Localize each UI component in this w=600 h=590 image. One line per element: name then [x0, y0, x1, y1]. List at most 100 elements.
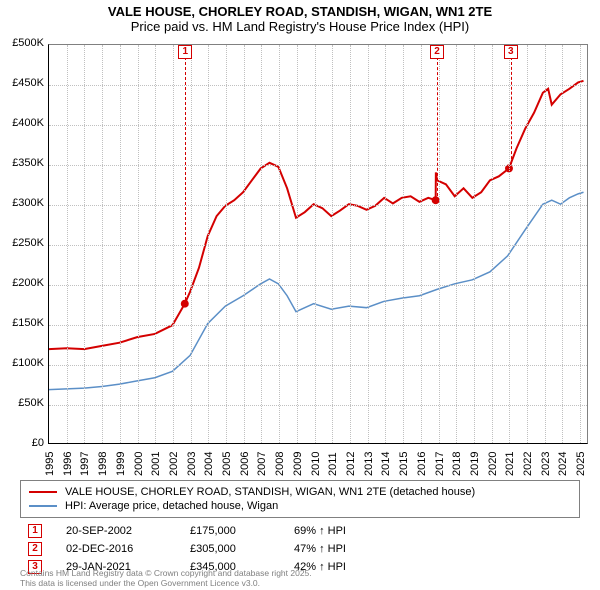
gridline-v [421, 45, 422, 443]
sale-marker-vline [185, 57, 186, 305]
x-tick-label: 2017 [434, 452, 446, 476]
y-tick-label: £450K [0, 77, 44, 89]
y-tick-label: £300K [0, 197, 44, 209]
x-tick-label: 2007 [256, 452, 268, 476]
x-tick-label: 2003 [186, 452, 198, 476]
footer-line1: Contains HM Land Registry data © Crown c… [20, 568, 312, 578]
gridline-h [49, 125, 587, 126]
event-marker: 1 [28, 524, 42, 538]
footer-attribution: Contains HM Land Registry data © Crown c… [20, 568, 312, 588]
gridline-v [102, 45, 103, 443]
footer-line2: This data is licensed under the Open Gov… [20, 578, 312, 588]
event-row: 202-DEC-2016£305,00047% ↑ HPI [28, 540, 572, 558]
title-line1: VALE HOUSE, CHORLEY ROAD, STANDISH, WIGA… [10, 4, 590, 19]
x-tick-label: 2002 [168, 452, 180, 476]
gridline-v [297, 45, 298, 443]
y-tick-label: £400K [0, 117, 44, 129]
gridline-v [191, 45, 192, 443]
gridline-h [49, 365, 587, 366]
y-tick-label: £50K [0, 397, 44, 409]
x-tick-label: 1998 [97, 452, 109, 476]
title-block: VALE HOUSE, CHORLEY ROAD, STANDISH, WIGA… [0, 0, 600, 36]
y-tick-label: £350K [0, 157, 44, 169]
gridline-h [49, 285, 587, 286]
gridline-v [350, 45, 351, 443]
x-tick-label: 2019 [469, 452, 481, 476]
gridline-h [49, 205, 587, 206]
gridline-h [49, 245, 587, 246]
chart-area: 1 2 3 [48, 44, 588, 444]
event-row: 1 20-SEP-2002 £175,000 69% ↑ HPI [28, 522, 572, 540]
gridline-v [315, 45, 316, 443]
x-tick-label: 2016 [416, 452, 428, 476]
plot-svg [49, 45, 587, 443]
x-tick-label: 2020 [487, 452, 499, 476]
gridline-v [456, 45, 457, 443]
y-tick-label: £150K [0, 317, 44, 329]
x-tick-label: 2001 [150, 452, 162, 476]
sale-marker-box: 2 [430, 45, 444, 59]
x-tick-label: 2012 [345, 452, 357, 476]
gridline-v [279, 45, 280, 443]
x-tick-label: 2024 [557, 452, 569, 476]
gridline-v [403, 45, 404, 443]
y-tick-label: £500K [0, 37, 44, 49]
event-date: 20-SEP-2002 [66, 525, 166, 537]
sale-marker-box: 1 [178, 45, 192, 59]
x-tick-label: 2022 [522, 452, 534, 476]
sale-marker-box: 3 [504, 45, 518, 59]
legend-swatch [29, 491, 57, 493]
event-delta: 69% ↑ HPI [294, 525, 346, 537]
gridline-v [244, 45, 245, 443]
gridline-v [173, 45, 174, 443]
gridline-v [368, 45, 369, 443]
gridline-v [580, 45, 581, 443]
legend-row: HPI: Average price, detached house, Wiga… [29, 499, 571, 513]
x-tick-label: 2005 [221, 452, 233, 476]
gridline-v [439, 45, 440, 443]
x-tick-label: 2015 [398, 452, 410, 476]
gridline-v [138, 45, 139, 443]
x-tick-label: 2009 [292, 452, 304, 476]
legend-row: VALE HOUSE, CHORLEY ROAD, STANDISH, WIGA… [29, 485, 571, 499]
x-tick-label: 2014 [380, 452, 392, 476]
title-line2: Price paid vs. HM Land Registry's House … [10, 19, 590, 34]
x-tick-label: 2000 [133, 452, 145, 476]
x-tick-label: 2011 [327, 452, 339, 476]
x-tick-label: 2021 [504, 452, 516, 476]
gridline-v [155, 45, 156, 443]
event-price: £305,000 [190, 543, 270, 555]
gridline-v [120, 45, 121, 443]
x-tick-label: 2004 [203, 452, 215, 476]
gridline-v [332, 45, 333, 443]
event-marker: 2 [28, 542, 42, 556]
gridline-v [226, 45, 227, 443]
x-tick-label: 2008 [274, 452, 286, 476]
series-line-price_paid [49, 81, 584, 349]
event-date: 02-DEC-2016 [66, 543, 166, 555]
y-tick-label: £100K [0, 357, 44, 369]
x-tick-label: 2010 [310, 452, 322, 476]
gridline-v [527, 45, 528, 443]
gridline-v [208, 45, 209, 443]
series-line-hpi [49, 192, 584, 389]
legend-label: HPI: Average price, detached house, Wiga… [65, 500, 278, 512]
gridline-v [67, 45, 68, 443]
x-tick-label: 2006 [239, 452, 251, 476]
gridline-v [84, 45, 85, 443]
event-price: £175,000 [190, 525, 270, 537]
gridline-v [492, 45, 493, 443]
gridline-v [474, 45, 475, 443]
gridline-h [49, 165, 587, 166]
y-tick-label: £0 [0, 437, 44, 449]
x-tick-label: 1999 [115, 452, 127, 476]
x-tick-label: 1995 [44, 452, 56, 476]
sale-marker-vline [437, 57, 438, 201]
x-tick-label: 2023 [540, 452, 552, 476]
gridline-v [562, 45, 563, 443]
gridline-h [49, 405, 587, 406]
gridline-v [545, 45, 546, 443]
legend-label: VALE HOUSE, CHORLEY ROAD, STANDISH, WIGA… [65, 486, 475, 498]
x-tick-label: 2025 [575, 452, 587, 476]
chart-container: VALE HOUSE, CHORLEY ROAD, STANDISH, WIGA… [0, 0, 600, 590]
